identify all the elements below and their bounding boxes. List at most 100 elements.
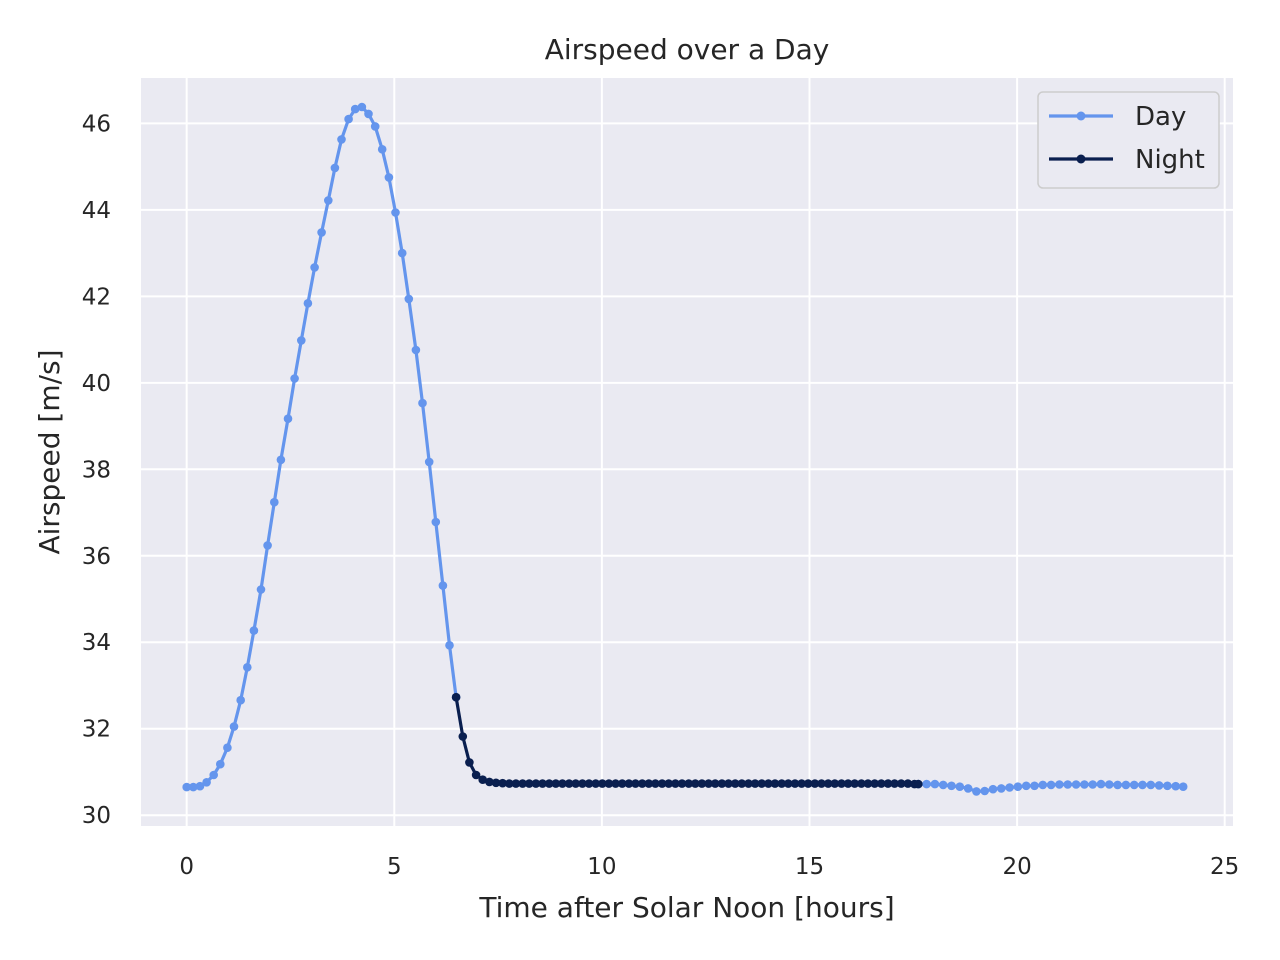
night-data-point xyxy=(896,779,906,788)
day-data-point xyxy=(223,743,232,752)
night-data-point xyxy=(551,779,561,788)
x-tick-label: 5 xyxy=(387,854,402,880)
day-data-point xyxy=(229,722,239,731)
night-data-point xyxy=(744,779,753,788)
night-data-point xyxy=(757,779,766,788)
night-data-point xyxy=(611,779,620,788)
day-data-point xyxy=(1138,780,1147,790)
night-data-point xyxy=(651,779,660,788)
night-data-point xyxy=(877,779,886,788)
day-data-point xyxy=(195,781,205,791)
night-data-point xyxy=(637,779,647,788)
night-data-point xyxy=(710,779,720,788)
night-data-point xyxy=(485,777,494,787)
night-data-point xyxy=(544,779,554,788)
night-data-point xyxy=(617,779,627,788)
night-data-point xyxy=(498,778,507,788)
day-data-point xyxy=(431,517,441,527)
day-data-point xyxy=(418,398,427,408)
night-data-point xyxy=(531,779,541,788)
series-layer xyxy=(182,102,1188,796)
night-data-point xyxy=(823,779,833,788)
day-data-point xyxy=(955,782,965,791)
night-data-point xyxy=(591,779,600,788)
night-data-point xyxy=(797,779,806,788)
day-data-point xyxy=(1121,780,1131,790)
day-data-point xyxy=(1005,783,1014,792)
night-data-point xyxy=(518,779,527,788)
day-data-point xyxy=(182,782,191,792)
day-data-point xyxy=(297,336,306,345)
night-data-point xyxy=(803,779,813,788)
day-data-point xyxy=(310,263,319,272)
day-data-point xyxy=(1146,780,1156,790)
night-data-point xyxy=(890,779,899,788)
night-data-point xyxy=(598,779,607,788)
day-data-point xyxy=(1105,780,1114,789)
night-data-point xyxy=(538,779,547,788)
y-tick-label: 36 xyxy=(82,544,111,570)
night-data-point xyxy=(777,779,786,788)
night-data-point xyxy=(817,779,826,788)
day-data-point xyxy=(357,102,367,112)
day-data-point xyxy=(1163,781,1172,791)
day-data-point xyxy=(1080,780,1089,789)
day-data-point xyxy=(997,784,1006,793)
night-data-point xyxy=(750,779,760,788)
night-data-point xyxy=(657,779,667,788)
night-data-point xyxy=(584,779,594,788)
day-data-point xyxy=(988,784,998,794)
night-data-point xyxy=(524,779,534,788)
night-data-point xyxy=(697,779,707,788)
night-data-point xyxy=(810,779,820,788)
day-data-point xyxy=(202,778,211,787)
day-data-point xyxy=(963,784,973,793)
day-data-point xyxy=(1038,780,1048,790)
day-data-point xyxy=(364,109,373,119)
legend-day-marker xyxy=(1076,111,1086,121)
night-data-point xyxy=(624,779,634,788)
night-data-point xyxy=(737,779,747,788)
day-data-point xyxy=(424,457,434,467)
night-data-point xyxy=(677,779,687,788)
x-tick-label: 10 xyxy=(587,854,616,880)
night-data-point xyxy=(704,779,713,788)
chart-title: Airspeed over a Day xyxy=(545,33,830,66)
night-data-point xyxy=(857,779,866,788)
day-data-point xyxy=(1154,781,1164,790)
day-data-point xyxy=(947,781,956,791)
night-data-point xyxy=(578,779,587,788)
night-data-point xyxy=(644,779,654,788)
night-data-point xyxy=(664,779,673,788)
x-tick-label: 25 xyxy=(1210,854,1239,880)
night-data-point xyxy=(491,778,501,788)
night-data-point xyxy=(478,775,488,784)
night-data-point xyxy=(830,779,840,788)
night-data-point xyxy=(863,779,873,788)
night-data-point xyxy=(691,779,700,788)
night-data-point xyxy=(724,779,733,788)
day-data-point xyxy=(922,779,931,789)
legend: Day Night xyxy=(1037,91,1220,189)
y-tick-label: 46 xyxy=(82,111,111,137)
day-data-point xyxy=(384,173,394,182)
day-data-point xyxy=(1178,782,1188,791)
y-axis-label: Airspeed [m/s] xyxy=(33,349,66,554)
day-data-point xyxy=(1030,781,1039,791)
night-data-point xyxy=(558,779,567,788)
y-tick-label: 30 xyxy=(82,803,111,829)
day-data-point xyxy=(303,299,313,308)
day-data-point xyxy=(350,104,360,114)
day-data-point xyxy=(189,782,198,792)
night-data-point xyxy=(837,779,846,788)
night-data-point xyxy=(730,779,740,788)
night-data-point xyxy=(764,779,773,788)
night-data-point xyxy=(471,770,481,780)
day-data-point xyxy=(438,581,448,590)
night-data-point xyxy=(784,779,793,788)
day-data-point xyxy=(397,248,407,258)
x-tick-label: 0 xyxy=(179,854,194,880)
day-data-point xyxy=(411,345,421,355)
night-data-point xyxy=(914,779,923,789)
night-data-point xyxy=(883,779,893,788)
